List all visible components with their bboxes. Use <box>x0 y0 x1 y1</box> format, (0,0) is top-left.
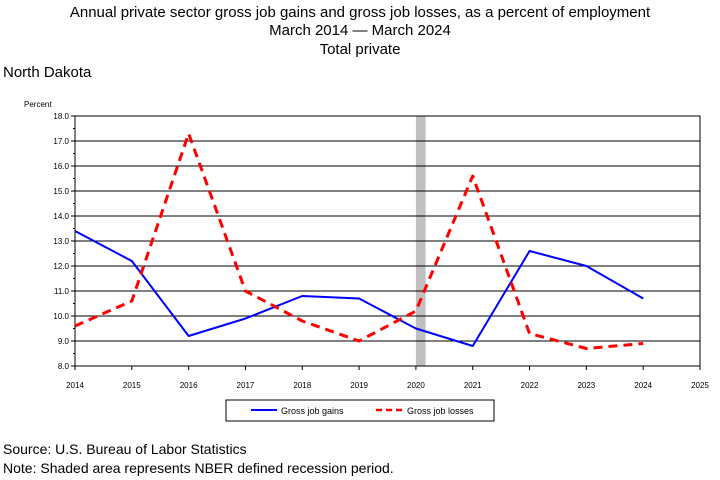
x-tick-label: 2018 <box>293 381 311 390</box>
source-note: Source: U.S. Bureau of Labor Statistics <box>3 441 247 457</box>
y-tick-label: 18.0 <box>53 112 69 121</box>
y-tick-label: 8.0 <box>58 362 70 371</box>
x-tick-label: 2019 <box>350 381 368 390</box>
legend-box <box>225 399 495 422</box>
chart-title-line-2: March 2014 — March 2024 <box>269 22 451 39</box>
y-tick-label: 14.0 <box>53 212 69 221</box>
x-tick-label: 2017 <box>237 381 255 390</box>
y-axis-label: Percent <box>24 100 52 109</box>
legend-gains-label: Gross job gains <box>281 406 344 416</box>
y-tick-label: 10.0 <box>53 312 69 321</box>
y-tick-label: 11.0 <box>54 287 70 296</box>
losses-line <box>74 132 644 350</box>
x-tick-label: 2021 <box>464 381 482 390</box>
x-tick-label: 2023 <box>577 381 595 390</box>
x-tick-label: 2024 <box>634 381 652 390</box>
y-tick-label: 13.0 <box>53 237 69 246</box>
x-tick-label: 2025 <box>691 381 709 390</box>
y-tick-label: 12.0 <box>53 262 69 271</box>
recession-note: Note: Shaded area represents NBER define… <box>3 460 394 476</box>
chart-title-line-1: Annual private sector gross job gains an… <box>69 4 651 21</box>
y-tick-label: 9.0 <box>58 337 70 346</box>
chart-title-line-3: Total private <box>319 41 401 58</box>
x-tick-label: 2020 <box>407 381 425 390</box>
y-tick-label: 17.0 <box>53 137 69 146</box>
region-label: North Dakota <box>3 64 92 81</box>
x-tick-label: 2014 <box>66 381 84 390</box>
x-tick-label: 2022 <box>521 381 539 390</box>
x-tick-label: 2016 <box>180 381 198 390</box>
y-tick-label: 15.0 <box>53 187 69 196</box>
plot-frame <box>74 115 701 367</box>
y-tick-label: 16.0 <box>53 162 69 171</box>
gains-line <box>74 230 644 347</box>
legend-losses-label: Gross job losses <box>407 406 474 416</box>
x-tick-label: 2015 <box>123 381 141 390</box>
